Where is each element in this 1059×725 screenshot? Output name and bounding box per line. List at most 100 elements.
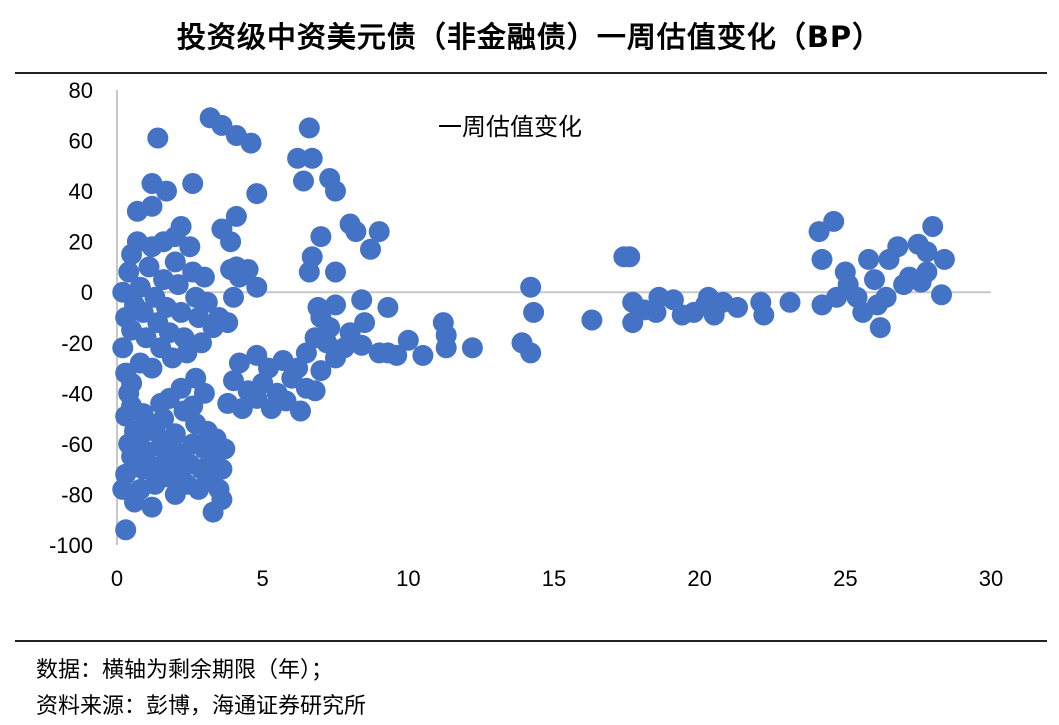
x-tick-label: 0 bbox=[111, 566, 123, 591]
y-tick-label: 20 bbox=[69, 230, 93, 255]
data-point bbox=[115, 463, 137, 485]
data-point bbox=[325, 180, 346, 202]
data-point bbox=[931, 284, 952, 306]
data-point bbox=[808, 221, 830, 243]
data-point bbox=[339, 213, 361, 235]
data-point bbox=[397, 329, 419, 351]
data-point bbox=[645, 301, 667, 323]
data-point bbox=[779, 291, 801, 313]
y-tick-label: 0 bbox=[81, 280, 93, 305]
data-point bbox=[141, 195, 163, 217]
data-point bbox=[727, 296, 748, 318]
y-tick-label: -60 bbox=[61, 432, 93, 457]
data-point bbox=[293, 170, 314, 192]
data-point bbox=[360, 238, 381, 260]
data-point bbox=[377, 296, 399, 318]
data-point bbox=[916, 241, 938, 263]
data-point bbox=[887, 236, 909, 258]
data-point bbox=[170, 301, 192, 323]
data-point bbox=[246, 276, 268, 298]
data-point bbox=[287, 147, 309, 169]
data-point bbox=[118, 261, 140, 283]
data-point bbox=[307, 296, 329, 318]
data-point bbox=[225, 205, 247, 227]
data-point bbox=[823, 210, 845, 232]
note-axis: 数据：横轴为剩余期限（年）； bbox=[36, 658, 334, 683]
data-point bbox=[304, 380, 326, 402]
data-point bbox=[240, 132, 262, 154]
data-point bbox=[164, 423, 186, 445]
data-point bbox=[520, 342, 542, 364]
y-tick-label: -20 bbox=[61, 331, 93, 356]
data-point bbox=[351, 334, 373, 356]
data-point bbox=[211, 458, 233, 480]
data-point bbox=[223, 286, 244, 308]
data-point bbox=[246, 183, 268, 205]
data-point bbox=[298, 117, 320, 139]
x-tick-label: 20 bbox=[687, 566, 711, 591]
data-point bbox=[167, 274, 189, 296]
y-tick-label: 80 bbox=[69, 78, 93, 103]
data-point bbox=[864, 269, 885, 291]
data-point bbox=[916, 261, 938, 283]
data-point bbox=[196, 291, 218, 313]
chart-title: 投资级中资美元债（非金融债）一周估值变化（BP） bbox=[176, 20, 883, 54]
x-tick-label: 30 bbox=[979, 566, 1003, 591]
y-tick-label: 60 bbox=[69, 129, 93, 154]
data-point bbox=[290, 400, 311, 422]
x-tick-label: 25 bbox=[833, 566, 857, 591]
note-source: 资料来源：彭博，海通证券研究所 bbox=[36, 694, 367, 719]
y-tick-label: -40 bbox=[61, 381, 93, 406]
data-point bbox=[141, 496, 163, 518]
bottom-rule bbox=[15, 640, 1047, 642]
data-point bbox=[310, 360, 332, 382]
data-point bbox=[325, 294, 346, 316]
data-point bbox=[298, 261, 320, 283]
data-point bbox=[193, 266, 215, 288]
data-point bbox=[858, 248, 880, 270]
data-point bbox=[461, 337, 483, 359]
data-point bbox=[435, 337, 457, 359]
data-point bbox=[211, 489, 233, 510]
data-point bbox=[304, 327, 326, 349]
data-point bbox=[523, 301, 545, 323]
data-point bbox=[753, 304, 775, 326]
data-point bbox=[158, 387, 180, 409]
data-point bbox=[132, 403, 154, 425]
data-point bbox=[223, 370, 244, 392]
data-point bbox=[214, 438, 236, 460]
data-point bbox=[164, 251, 186, 273]
data-point bbox=[220, 231, 242, 253]
data-point bbox=[182, 173, 204, 194]
data-point bbox=[185, 367, 207, 389]
data-point bbox=[246, 387, 268, 409]
data-point bbox=[220, 259, 242, 280]
data-point bbox=[129, 276, 151, 298]
data-point bbox=[217, 312, 239, 334]
data-point bbox=[281, 367, 303, 389]
data-point bbox=[115, 519, 137, 541]
data-point bbox=[875, 286, 897, 308]
in-plot-label: 一周估值变化 bbox=[438, 113, 582, 141]
data-point bbox=[153, 231, 175, 253]
y-tick-label: 40 bbox=[69, 179, 93, 204]
data-point bbox=[156, 180, 177, 202]
data-point bbox=[386, 344, 408, 366]
data-point bbox=[310, 226, 332, 248]
data-point bbox=[301, 147, 323, 169]
data-point bbox=[141, 357, 163, 379]
scatter-chart: 80 60 40 20 0 -20 -40 -60 -80 -100 0 5 10 15 20 25 30 一周估… bbox=[49, 78, 1003, 591]
x-tick-label: 5 bbox=[257, 566, 269, 591]
data-point bbox=[135, 327, 157, 349]
data-point bbox=[351, 289, 373, 311]
data-point bbox=[581, 309, 603, 331]
data-point bbox=[228, 352, 250, 374]
data-point bbox=[112, 337, 134, 359]
data-point bbox=[325, 261, 346, 283]
data-point bbox=[132, 301, 154, 323]
y-tick-label: -80 bbox=[61, 482, 93, 507]
y-tick-label: -100 bbox=[49, 533, 93, 558]
data-point bbox=[922, 216, 944, 237]
data-point bbox=[933, 248, 955, 270]
data-point bbox=[121, 372, 143, 394]
